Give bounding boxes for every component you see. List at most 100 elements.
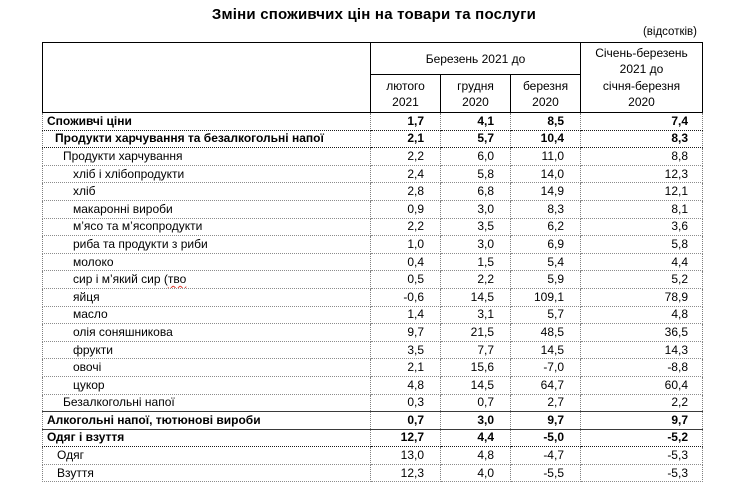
row-label: фрукти: [42, 341, 371, 360]
table-row: Одяг 13,0 4,8 -4,7 -5,3: [42, 446, 703, 465]
row-label-text: цукор: [73, 377, 105, 392]
row-label: риба та продукти з риби: [42, 235, 371, 254]
value-cell: 3,5: [440, 218, 511, 237]
row-label-text: яйця: [73, 289, 100, 304]
table-row: фрукти 3,5 7,7 14,5 14,3: [42, 341, 703, 360]
value-cell: 5,7: [440, 130, 511, 149]
table-row: овочі 2,1 15,6 -7,0 -8,8: [42, 358, 703, 377]
row-label-text: хліб: [73, 184, 96, 199]
row-label-text: Споживчі ціни: [47, 113, 132, 128]
value-cell: 15,6: [440, 358, 511, 377]
value-cell: 12,3: [370, 464, 441, 482]
period-header-line: січня-березня: [602, 78, 681, 93]
row-label-text: макаронні вироби: [73, 201, 173, 216]
value-cell: 2,1: [370, 130, 441, 149]
row-label: масло: [42, 306, 371, 325]
value-cell: 12,3: [580, 165, 703, 184]
row-label-text: Продукти харчування: [63, 148, 183, 163]
row-label: яйця: [42, 288, 371, 307]
row-label-text: фрукти: [73, 342, 113, 357]
row-label-misspelled-text: тво: [167, 272, 187, 287]
row-label: Безалкогольні напої: [42, 394, 371, 413]
table-row: Одяг і взуття 12,7 4,4 -5,0 -5,2: [42, 429, 703, 448]
value-cell: 14,5: [440, 376, 511, 395]
value-cell: 5,8: [580, 235, 703, 254]
table-header: Березень 2021 до Січень-березень 2021 до…: [42, 42, 703, 113]
row-label: макаронні вироби: [42, 200, 371, 219]
value-cell: -7,0: [510, 358, 581, 377]
value-cell: 10,4: [510, 130, 581, 149]
value-cell: 78,9: [580, 288, 703, 307]
value-cell: 6,2: [510, 218, 581, 237]
row-label: м’ясо та м’ясопродукти: [42, 218, 371, 237]
unit-note: (відсотків): [642, 26, 697, 38]
row-label-text: риба та продукти з риби: [73, 236, 208, 251]
table-body: Споживчі ціни 1,7 4,1 8,5 7,4 Продукти х…: [42, 112, 703, 482]
value-cell: 6,9: [510, 235, 581, 254]
value-cell: 3,1: [440, 306, 511, 325]
value-cell: -5,3: [580, 464, 703, 482]
row-label: Алкогольні напої, тютюнові вироби: [42, 411, 371, 430]
table-row: молоко 0,4 1,5 5,4 4,4: [42, 253, 703, 272]
corner-cell: [42, 42, 371, 113]
value-cell: 4,1: [440, 112, 511, 131]
value-cell: 5,4: [510, 253, 581, 272]
row-label: Одяг і взуття: [42, 429, 371, 448]
value-cell: 0,3: [370, 394, 441, 413]
table-row: Безалкогольні напої 0,3 0,7 2,7 2,2: [42, 394, 703, 413]
value-cell: 4,4: [580, 253, 703, 272]
value-cell: 6,8: [440, 182, 511, 201]
table-row: Продукти харчування та безалкогольні нап…: [42, 130, 703, 149]
value-cell: 8,3: [510, 200, 581, 219]
value-cell: 14,9: [510, 182, 581, 201]
table-row: макаронні вироби 0,9 3,0 8,3 8,1: [42, 200, 703, 219]
period-header-line: 2020: [628, 94, 655, 109]
row-label-text: Взуття: [57, 465, 94, 480]
value-cell: 13,0: [370, 446, 441, 465]
row-label-text: масло: [73, 307, 108, 322]
value-cell: 2,2: [580, 394, 703, 413]
value-cell: -5,5: [510, 464, 581, 482]
value-cell: 2,4: [370, 165, 441, 184]
value-cell: 3,0: [440, 411, 511, 430]
value-cell: 12,1: [580, 182, 703, 201]
table-row: хліб і хлібопродукти 2,4 5,8 14,0 12,3: [42, 165, 703, 184]
row-label: Одяг: [42, 446, 371, 465]
value-cell: -0,6: [370, 288, 441, 307]
table-row: хліб 2,8 6,8 14,9 12,1: [42, 182, 703, 201]
value-cell: 64,7: [510, 376, 581, 395]
value-cell: 14,0: [510, 165, 581, 184]
row-label-text: сир і м’який сир (: [73, 272, 168, 287]
row-label-text: Алкогольні напої, тютюнові вироби: [47, 412, 261, 427]
value-cell: 1,5: [440, 253, 511, 272]
table-row: олія соняшникова 9,7 21,5 48,5 36,5: [42, 323, 703, 342]
value-cell: 2,2: [440, 270, 511, 289]
value-cell: 2,7: [510, 394, 581, 413]
row-label: Продукти харчування: [42, 147, 371, 166]
value-cell: 14,3: [580, 341, 703, 360]
value-cell: 2,8: [370, 182, 441, 201]
row-label-text: Продукти харчування та безалкогольні нап…: [55, 131, 324, 146]
value-cell: 5,9: [510, 270, 581, 289]
row-label: овочі: [42, 358, 371, 377]
value-cell: 3,0: [440, 235, 511, 254]
row-label: хліб і хлібопродукти: [42, 165, 371, 184]
value-cell: 21,5: [440, 323, 511, 342]
value-cell: 9,7: [370, 323, 441, 342]
table-row: Алкогольні напої, тютюнові вироби 0,7 3,…: [42, 411, 703, 430]
row-label: цукор: [42, 376, 371, 395]
value-cell: 5,8: [440, 165, 511, 184]
value-cell: 2,1: [370, 358, 441, 377]
period-header-line: 2021 до: [619, 62, 664, 77]
col-header-dec2020: грудня 2020: [440, 74, 511, 113]
value-cell: 1,7: [370, 112, 441, 131]
value-cell: 8,1: [580, 200, 703, 219]
value-cell: 3,0: [440, 200, 511, 219]
table-row: Взуття 12,3 4,0 -5,5 -5,3: [42, 464, 703, 482]
value-cell: 14,5: [510, 341, 581, 360]
row-label-text: Одяг: [57, 448, 84, 463]
value-cell: 109,1: [510, 288, 581, 307]
value-cell: 2,2: [370, 218, 441, 237]
value-cell: 36,5: [580, 323, 703, 342]
